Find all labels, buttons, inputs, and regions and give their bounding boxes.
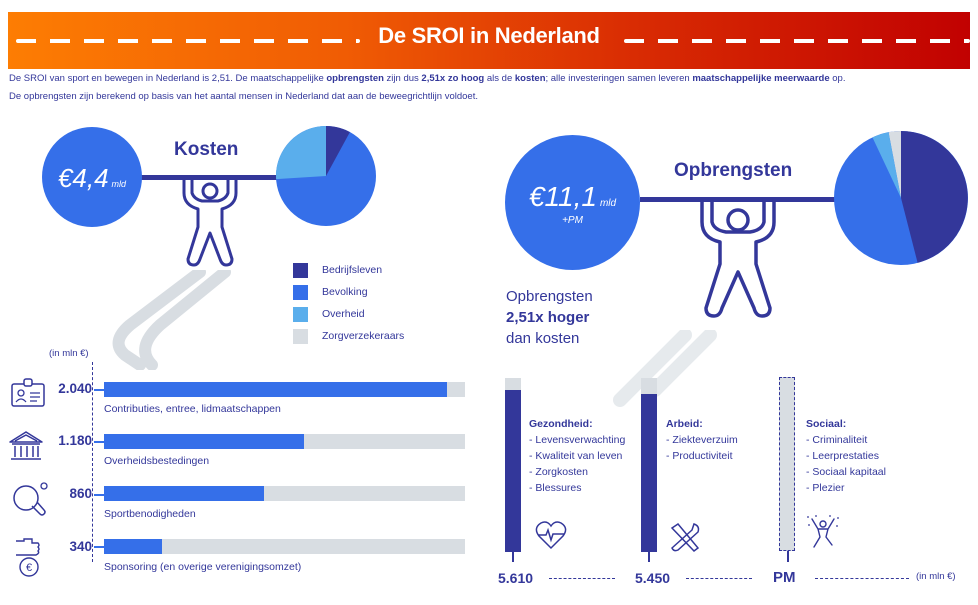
legend-item: Bevolking bbox=[293, 281, 404, 303]
government-building-icon bbox=[9, 431, 43, 460]
cost-value: 860 bbox=[69, 486, 92, 501]
banner-dash-left bbox=[16, 39, 360, 43]
benefit-bar-track bbox=[641, 378, 657, 394]
heart-pulse-icon bbox=[535, 521, 567, 550]
legend-item: Overheid bbox=[293, 303, 404, 325]
opbrengsten-title: Opbrengsten bbox=[674, 160, 793, 181]
legend-swatch bbox=[293, 328, 308, 344]
benefit-value-sociaal: PM bbox=[773, 569, 796, 586]
kosten-amount: €4,4 bbox=[57, 163, 109, 193]
kosten-amount-circle: €4,4 mld bbox=[42, 127, 142, 227]
cost-value: 340 bbox=[69, 539, 92, 554]
dotted-connector bbox=[686, 578, 752, 579]
benefit-value-arbeid: 5.450 bbox=[635, 570, 671, 586]
opbrengsten-amount-circle: €11,1 mld +PM bbox=[505, 135, 640, 270]
benefit-tick bbox=[648, 552, 650, 562]
legend-swatch bbox=[293, 262, 308, 278]
dotted-connector bbox=[815, 578, 909, 579]
cost-bar-fill bbox=[104, 486, 264, 501]
cost-bar-track bbox=[104, 382, 465, 397]
benefit-tick bbox=[787, 551, 789, 562]
svg-text:€: € bbox=[26, 562, 32, 574]
intro-line-1: De SROI van sport en bewegen in Nederlan… bbox=[9, 73, 846, 84]
cost-label: Contributies, entree, lidmaatschappen bbox=[104, 403, 281, 415]
benefit-bar-sociaal bbox=[779, 377, 795, 551]
cost-bar-fill bbox=[104, 382, 447, 397]
opbrengsten-pie-chart bbox=[834, 131, 968, 265]
cost-bar-fill bbox=[104, 434, 304, 449]
weightlifter-icon-right bbox=[700, 200, 776, 318]
pie-legend: Bedrijfsleven Bevolking Overheid Zorgver… bbox=[293, 259, 404, 347]
cheering-person-icon bbox=[807, 515, 839, 548]
cost-tick bbox=[94, 441, 104, 443]
money-bag-hand-icon: € bbox=[16, 538, 40, 577]
benefit-bar-gezondheid bbox=[505, 390, 521, 552]
cost-bar-track bbox=[104, 486, 465, 501]
cost-unit-label: (in mln €) bbox=[49, 348, 89, 359]
opbrengsten-unit: mld bbox=[599, 198, 617, 209]
title-banner: De SROI in Nederland bbox=[8, 12, 970, 69]
page-title: De SROI in Nederland bbox=[378, 23, 600, 48]
cost-tick bbox=[94, 389, 104, 391]
ratio-note: Opbrengsten 2,51x hoger dan kosten bbox=[506, 288, 593, 347]
legend-swatch bbox=[293, 306, 308, 322]
barbell-bar-kosten bbox=[135, 175, 283, 180]
cost-tick bbox=[94, 546, 104, 548]
benefit-bar-arbeid bbox=[641, 394, 657, 552]
hammer-wrench-icon bbox=[670, 523, 700, 552]
cost-label: Sponsoring (en overige verenigingsomzet) bbox=[104, 561, 302, 573]
legend-item: Zorgverzekeraars bbox=[293, 325, 404, 347]
cost-value: 2.040 bbox=[58, 381, 92, 396]
benefit-list-arbeid: Arbeid: - Ziekteverzuim - Productiviteit bbox=[666, 418, 738, 462]
cost-tick bbox=[94, 494, 104, 496]
table-tennis-paddle-icon bbox=[13, 482, 48, 516]
cost-axis-line bbox=[92, 362, 93, 562]
cost-bar-fill bbox=[104, 539, 162, 554]
cost-label: Overheidsbestedingen bbox=[104, 455, 210, 467]
banner-dash-right bbox=[624, 39, 970, 43]
dotted-connector bbox=[549, 578, 615, 579]
cost-value: 1.180 bbox=[58, 433, 92, 448]
legend-item: Bedrijfsleven bbox=[293, 259, 404, 281]
opbrengsten-pm: +PM bbox=[562, 215, 583, 226]
legend-swatch bbox=[293, 284, 308, 300]
benefit-tick bbox=[512, 552, 514, 562]
cost-label: Sportbenodigheden bbox=[104, 508, 196, 520]
kosten-unit: mld bbox=[111, 179, 127, 189]
kosten-pie-chart bbox=[276, 126, 376, 226]
lifter-shadow-right bbox=[613, 330, 717, 407]
intro-line-2: De opbrengsten zijn berekend op basis va… bbox=[9, 91, 478, 102]
cost-bar-track bbox=[104, 539, 465, 554]
benefit-list-gezondheid: Gezondheid: - Levensverwachting - Kwalit… bbox=[529, 418, 626, 494]
kosten-title: Kosten bbox=[174, 139, 239, 160]
benefit-value-gezondheid: 5.610 bbox=[498, 570, 534, 586]
weightlifter-icon-left bbox=[182, 179, 238, 267]
benefit-list-sociaal: Sociaal: - Criminaliteit - Leerprestatie… bbox=[806, 418, 886, 494]
benefit-unit-label: (in mln €) bbox=[916, 571, 956, 582]
cost-bar-track bbox=[104, 434, 465, 449]
id-card-icon bbox=[11, 378, 45, 407]
benefit-bar-track bbox=[505, 378, 521, 390]
barbell-bar-opbrengsten bbox=[640, 197, 845, 202]
opbrengsten-amount: €11,1 bbox=[528, 181, 597, 212]
lifter-shadow-left bbox=[112, 270, 231, 370]
